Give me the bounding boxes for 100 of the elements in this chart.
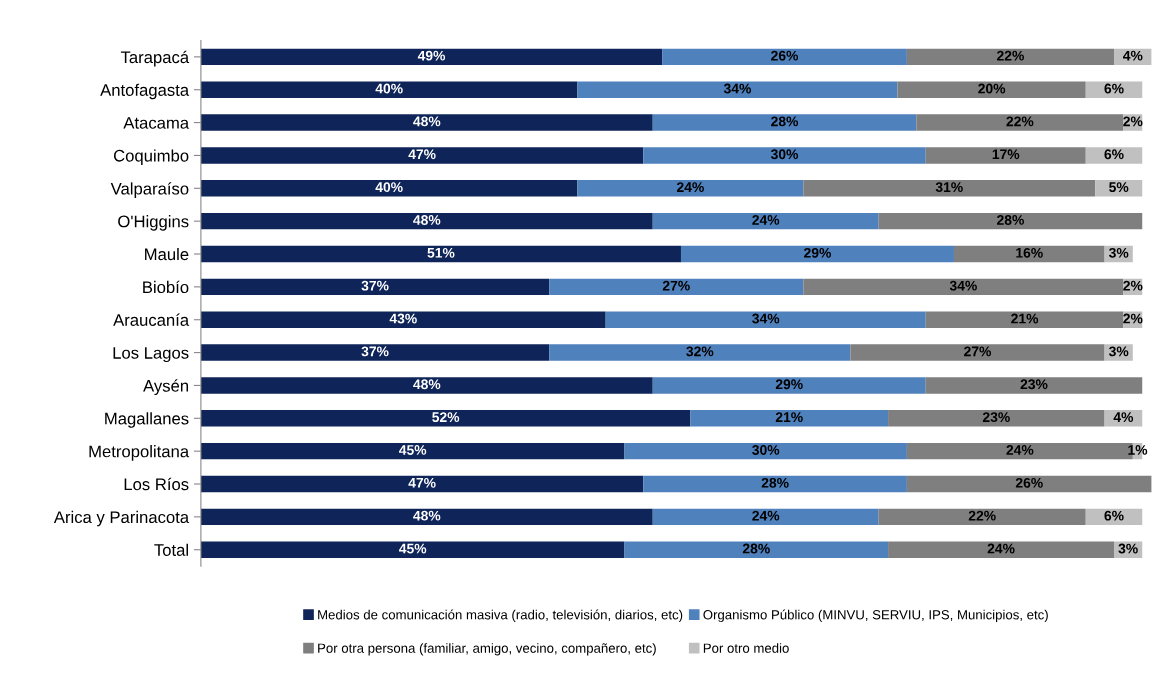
data-label: 23% (1020, 379, 1048, 390)
data-label: 45% (399, 445, 427, 455)
data-label: 23% (982, 412, 1010, 423)
y-tick-label: Arica y Parinacota (53, 510, 190, 527)
bar (605, 311, 926, 328)
legend-label: Organismo Público (MINVU, SERVIU, IPS, Municipios, etc) (703, 609, 1048, 623)
bar (878, 212, 1143, 230)
data-label: 29% (804, 247, 832, 258)
data-label: 24% (676, 182, 704, 192)
bar (662, 48, 907, 66)
y-tick-label: Antofagasta (100, 83, 190, 100)
data-label: 48% (413, 379, 441, 390)
data-label: 21% (1011, 313, 1039, 324)
data-label: 2% (1123, 116, 1143, 127)
bar (906, 48, 1114, 66)
bar (200, 311, 606, 328)
bar (925, 147, 1086, 164)
data-label: 20% (978, 83, 1006, 94)
bar (200, 81, 578, 98)
bar (577, 81, 898, 98)
y-tick-label: Metropolitana (89, 445, 190, 461)
y-tick-label: Tarapacá (120, 50, 190, 67)
data-label: 22% (968, 510, 996, 521)
bar (549, 344, 851, 361)
y-tick-label: Magallanes (105, 412, 189, 428)
bar (624, 442, 907, 460)
data-label: 28% (771, 116, 799, 127)
data-label: 6% (1104, 83, 1124, 94)
data-label: 26% (771, 50, 799, 61)
bar (200, 278, 550, 296)
y-tick-label: Los Ríos (124, 477, 189, 491)
data-label: 21% (775, 412, 803, 422)
bar (200, 48, 663, 66)
bar (652, 508, 879, 526)
data-label: 2% (1123, 280, 1143, 291)
bar (803, 278, 1124, 296)
y-tick-label: Maule (145, 247, 189, 261)
data-label: 48% (413, 215, 441, 225)
data-label: 2% (1123, 313, 1143, 324)
legend-label: Por otro medio (703, 643, 789, 653)
bar (680, 245, 954, 263)
y-tick-label: Total (154, 543, 188, 556)
bar (200, 541, 625, 558)
data-label: 27% (662, 280, 690, 291)
bar (200, 245, 681, 263)
bar (624, 541, 889, 558)
bar (888, 410, 1105, 427)
data-label: 3% (1108, 346, 1129, 357)
data-label: 48% (413, 510, 441, 521)
bar (906, 475, 1152, 493)
data-label: 29% (775, 379, 803, 390)
bar (200, 114, 653, 131)
data-label: 49% (417, 50, 446, 61)
data-label: 52% (432, 412, 460, 423)
bar (200, 344, 550, 361)
bar (953, 245, 1105, 263)
data-label: 26% (1015, 477, 1043, 488)
bar (652, 377, 926, 394)
data-label: 34% (752, 313, 780, 324)
data-label: 4% (1113, 412, 1134, 422)
bar (200, 212, 653, 230)
data-label: 4% (1122, 50, 1143, 61)
data-label: 30% (770, 149, 799, 160)
bar (643, 147, 926, 164)
bar (200, 410, 691, 427)
data-label: 6% (1104, 510, 1124, 521)
bar (916, 114, 1124, 131)
data-label: 24% (987, 543, 1015, 554)
data-label: 47% (408, 477, 436, 488)
bar (200, 475, 644, 493)
bar (925, 377, 1143, 394)
bar (200, 508, 653, 526)
data-label: 27% (964, 346, 992, 357)
legend-label: Por otra persona (familiar, amigo, vecino, compañero, etc) (318, 643, 656, 656)
data-label: 47% (408, 149, 436, 160)
data-label: 28% (997, 215, 1024, 225)
data-label: 40% (375, 83, 403, 94)
data-label: 6% (1104, 149, 1124, 160)
data-label: 24% (1006, 445, 1034, 455)
bar (850, 344, 1105, 361)
bar (652, 212, 879, 230)
data-label: 31% (935, 182, 963, 193)
bar (200, 147, 644, 164)
y-tick-label: Araucanía (113, 313, 190, 326)
y-tick-label: O'Higgins (118, 215, 189, 231)
data-label: 24% (752, 215, 780, 225)
data-label: 3% (1118, 543, 1138, 554)
data-label: 3% (1108, 247, 1129, 258)
bar (577, 180, 804, 197)
y-tick-label: Biobío (143, 280, 189, 294)
legend-label: Medios de comunicación masiva (radio, televisión, diarios, etc) (318, 609, 683, 623)
data-label: 30% (752, 445, 780, 455)
data-label: 37% (361, 346, 389, 357)
data-label: 17% (992, 149, 1020, 160)
data-label: 37% (361, 280, 389, 291)
bar (200, 377, 653, 394)
bar (1095, 180, 1143, 197)
data-label: 1% (1128, 445, 1148, 455)
y-tick-label: Coquimbo (113, 149, 189, 165)
bar (925, 311, 1124, 328)
